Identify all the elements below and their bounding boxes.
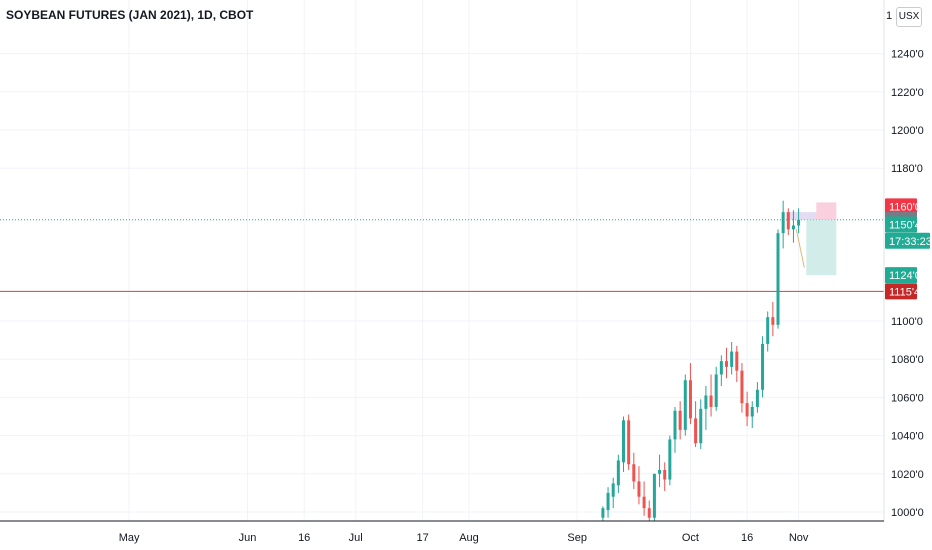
price-tick-label: 1200'0	[891, 125, 924, 137]
candle-up	[668, 439, 672, 480]
candle-down	[647, 508, 651, 518]
price-tick-label: 1060'0	[891, 392, 924, 404]
candle-up	[797, 219, 801, 226]
candle-up	[766, 317, 770, 344]
candle-down	[642, 496, 646, 509]
chart-title: SOYBEAN FUTURES (JAN 2021), 1D, CBOT	[6, 8, 254, 22]
candle-up	[616, 460, 620, 486]
take-profit-zone	[806, 219, 837, 276]
projection-line	[795, 229, 805, 268]
candle-down	[735, 351, 739, 371]
price-tag-label: 1160'0	[889, 201, 921, 213]
price-tick-label: 1020'0	[891, 469, 924, 481]
price-tag	[885, 216, 917, 233]
price-tick-label: 1240'0	[891, 49, 924, 61]
stop-loss-zone	[816, 202, 837, 220]
price-tag	[885, 198, 917, 215]
candle-up	[699, 408, 703, 444]
time-tick-label: 16	[298, 532, 310, 544]
time-tick-label: 17	[417, 532, 429, 544]
candle-down	[632, 464, 636, 482]
price-tag-label: 1115'4	[889, 286, 920, 298]
candle-up	[683, 380, 687, 430]
time-tick-label: May	[119, 532, 140, 544]
candle-down	[786, 212, 790, 230]
price-tick-label: 1080'0	[891, 354, 924, 366]
candle-up	[658, 469, 662, 474]
entry-zone	[786, 212, 817, 220]
time-tick-label: Jul	[349, 532, 363, 544]
candle-down	[771, 317, 775, 325]
candle-up	[652, 473, 656, 518]
candle-up	[781, 212, 785, 234]
price-tick-label: 1220'0	[891, 87, 924, 99]
candle-down	[745, 403, 749, 417]
candle-down	[663, 469, 667, 480]
candle-down	[725, 361, 728, 367]
candle-down	[709, 395, 713, 407]
currency-button[interactable]: USX	[896, 7, 922, 27]
candle-up	[761, 343, 765, 390]
candle-up	[750, 406, 754, 417]
candle-up	[601, 508, 605, 518]
time-tick-label: Aug	[459, 532, 479, 544]
candle-down	[627, 420, 631, 465]
top-partial-axis-label: 1	[886, 10, 893, 22]
time-tick-label: Jun	[239, 532, 257, 544]
price-tag-label: 1124'0	[889, 270, 921, 282]
candle-up	[704, 395, 708, 409]
candle-up	[714, 374, 718, 407]
candle-up	[622, 420, 625, 463]
price-tag	[885, 267, 917, 284]
candle-up	[611, 483, 615, 497]
time-tick-label: Oct	[682, 532, 699, 544]
price-tag	[885, 283, 917, 300]
candle-up	[673, 410, 677, 440]
price-tick-label: 1100'0	[891, 316, 923, 328]
candle-down	[694, 418, 698, 444]
price-tag-label: 1150'4	[889, 220, 921, 232]
candle-down	[678, 410, 682, 430]
price-tick-label: 1000'0	[891, 507, 924, 519]
time-tick-label: 16	[741, 532, 753, 544]
candle-up	[755, 389, 759, 407]
price-tick-label: 1180'0	[891, 163, 923, 175]
time-tick-label: Nov	[789, 532, 809, 544]
price-tag-label: 17:33:23	[889, 236, 932, 248]
candle-up	[606, 492, 610, 511]
time-tick-label: Sep	[567, 532, 587, 544]
time-axis	[0, 521, 884, 550]
candle-up	[730, 351, 734, 367]
price-tick-label: 1040'0	[891, 431, 924, 443]
candle-up	[791, 225, 795, 230]
price-tag	[885, 232, 930, 249]
candle-down	[688, 380, 692, 419]
candle-up	[776, 233, 780, 325]
candle-down	[740, 370, 744, 404]
candle-up	[719, 361, 723, 375]
candle-down	[637, 481, 641, 497]
